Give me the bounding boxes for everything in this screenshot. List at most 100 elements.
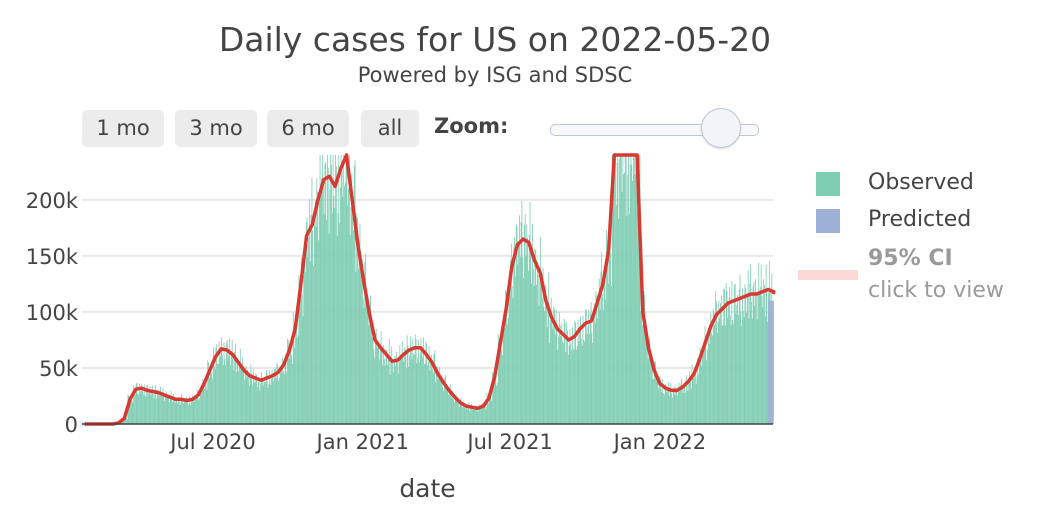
observed-bar xyxy=(556,322,558,424)
observed-bar xyxy=(609,208,611,424)
observed-bar xyxy=(689,381,691,424)
observed-bar xyxy=(219,357,221,424)
observed-bar xyxy=(163,396,165,424)
observed-bar xyxy=(326,155,328,424)
legend-item-ci[interactable]: 95% CI click to view xyxy=(798,246,1028,306)
observed-bar xyxy=(555,309,557,424)
observed-bar xyxy=(274,368,276,424)
observed-bar xyxy=(301,294,303,424)
observed-bar xyxy=(462,402,464,424)
observed-bar xyxy=(716,301,717,424)
observed-bar xyxy=(346,155,348,424)
observed-bar xyxy=(412,338,414,424)
observed-bar xyxy=(429,370,431,424)
observed-bar xyxy=(685,375,687,424)
observed-bar xyxy=(389,374,391,424)
observed-bar xyxy=(727,317,729,424)
observed-bar xyxy=(140,389,142,424)
observed-bar xyxy=(599,309,601,424)
observed-bar xyxy=(689,371,690,424)
chart-title: Daily cases for US on 2022-05-20 xyxy=(218,20,772,59)
observed-bar xyxy=(431,369,433,424)
observed-bar xyxy=(698,361,700,424)
observed-bar xyxy=(179,405,181,424)
observed-bar xyxy=(226,343,227,424)
observed-bar xyxy=(503,328,505,424)
observed-bar xyxy=(331,164,332,424)
observed-bar xyxy=(434,350,436,424)
observed-bar xyxy=(506,324,508,424)
observed-bar xyxy=(642,325,644,424)
observed-bar xyxy=(326,219,327,424)
observed-bar xyxy=(672,388,674,424)
observed-bar xyxy=(405,367,407,424)
range-button-all[interactable]: all xyxy=(361,110,419,147)
range-button-6mo[interactable]: 6 mo xyxy=(267,110,349,147)
observed-bar xyxy=(351,173,353,424)
observed-bar xyxy=(593,311,594,424)
observed-bar xyxy=(471,407,473,424)
observed-bar xyxy=(385,349,387,424)
observed-bar xyxy=(396,351,397,424)
observed-bar xyxy=(142,390,144,424)
observed-bar xyxy=(417,357,419,424)
observed-bar xyxy=(216,344,218,424)
observed-bar xyxy=(600,271,602,424)
observed-bar xyxy=(152,394,154,424)
observed-bar xyxy=(562,341,564,424)
observed-bar xyxy=(184,401,186,424)
observed-bar xyxy=(754,305,756,424)
observed-bar xyxy=(309,261,311,424)
observed-bar xyxy=(307,257,309,424)
observed-bar xyxy=(430,361,432,424)
observed-bar xyxy=(268,383,270,424)
observed-bar xyxy=(370,295,371,424)
observed-bar xyxy=(639,155,641,424)
observed-bar xyxy=(661,391,663,424)
observed-bar xyxy=(203,386,205,424)
legend-hint-ci: click to view xyxy=(868,278,1004,303)
observed-bar xyxy=(720,303,721,424)
observed-bar xyxy=(130,401,131,424)
observed-bar xyxy=(256,386,258,424)
observed-bar xyxy=(366,299,368,424)
observed-bar xyxy=(508,296,510,424)
observed-bar xyxy=(494,368,496,424)
observed-bar xyxy=(256,374,257,424)
observed-bar xyxy=(633,155,635,424)
observed-bar xyxy=(729,286,730,424)
observed-bar xyxy=(254,383,256,424)
legend-item-observed[interactable]: Observed xyxy=(798,170,998,200)
observed-bar xyxy=(225,365,227,424)
observed-bar xyxy=(410,347,412,424)
observed-bar xyxy=(404,347,406,424)
observed-bar xyxy=(341,168,343,424)
observed-bar xyxy=(584,309,586,424)
observed-bar xyxy=(485,409,487,424)
observed-bar xyxy=(394,355,396,424)
observed-bar xyxy=(545,284,546,424)
predicted-bar xyxy=(768,300,769,424)
predicted-bar xyxy=(769,300,771,424)
observed-bar xyxy=(646,332,647,424)
range-button-3mo[interactable]: 3 mo xyxy=(175,110,257,147)
observed-bar xyxy=(327,167,329,425)
legend-item-predicted[interactable]: Predicted xyxy=(798,207,998,237)
observed-bar xyxy=(764,285,765,424)
observed-bar xyxy=(370,321,372,424)
observed-bar xyxy=(431,354,432,424)
observed-bar xyxy=(347,205,349,424)
observed-bar xyxy=(444,375,446,424)
observed-bar xyxy=(198,400,200,424)
observed-bar xyxy=(670,383,672,424)
observed-bar xyxy=(125,417,126,424)
observed-bar xyxy=(756,319,758,424)
observed-bar xyxy=(334,207,336,424)
zoom-slider-handle[interactable] xyxy=(700,108,741,148)
observed-bar xyxy=(724,289,725,424)
observed-bar xyxy=(565,352,567,424)
observed-bar xyxy=(214,369,216,424)
observed-bar xyxy=(718,300,720,424)
range-button-1mo[interactable]: 1 mo xyxy=(82,110,164,147)
